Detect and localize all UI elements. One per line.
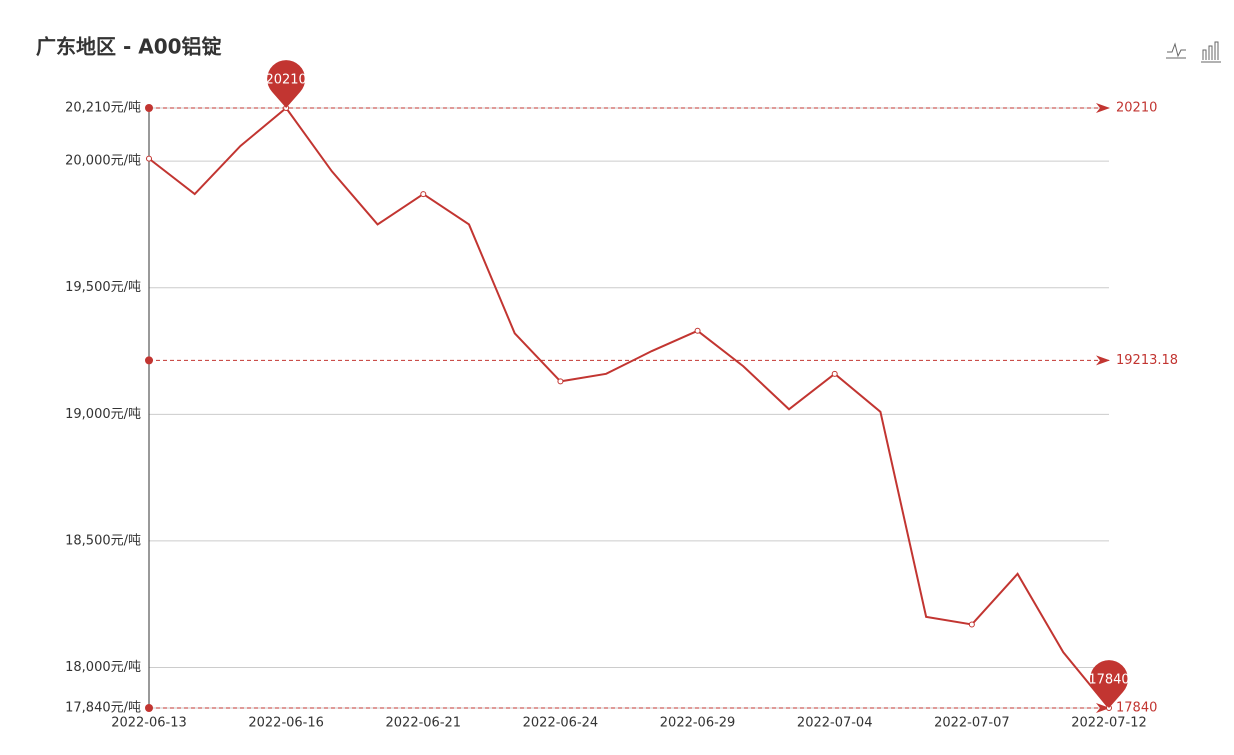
data-line: [148, 106, 1110, 709]
mark-line-start: [145, 704, 153, 712]
x-tick-label: 2022-07-04: [797, 716, 873, 731]
bar-icon[interactable]: [1201, 41, 1221, 63]
data-point: [694, 327, 701, 334]
x-tick-label: 2022-06-16: [248, 716, 324, 731]
y-tick-label: 18,000元/吨: [65, 660, 141, 675]
mark-pin-label: 20210: [265, 73, 306, 88]
mark-pin-label: 17840: [1088, 673, 1129, 688]
mark-line-start: [145, 104, 153, 112]
data-point: [420, 191, 427, 198]
data-point: [968, 621, 975, 628]
x-tick-label: 2022-06-13: [111, 716, 187, 731]
mark-line-label: 20210: [1116, 101, 1157, 116]
x-tick-label: 2022-07-07: [934, 716, 1010, 731]
x-tick-label: 2022-06-29: [660, 716, 736, 731]
mark-pin: [1090, 660, 1129, 708]
toolbox[interactable]: [1166, 41, 1221, 63]
mark-line-label: 17840: [1116, 701, 1157, 716]
data-point: [146, 155, 152, 162]
line-icon[interactable]: [1166, 42, 1186, 59]
y-tick-label: 19,000元/吨: [65, 407, 141, 422]
y-tick-label: 18,500元/吨: [65, 533, 141, 548]
chart-title: 广东地区 - A00铝锭: [36, 35, 222, 59]
y-tick-label: 20,000元/吨: [65, 154, 141, 169]
x-tick-label: 2022-06-21: [386, 716, 462, 731]
y-tick-label: 17,840元/吨: [65, 701, 141, 716]
data-point: [831, 370, 838, 377]
x-tick-label: 2022-06-24: [523, 716, 599, 731]
y-tick-label: 20,210元/吨: [65, 101, 141, 116]
mark-line-label: 19213.18: [1116, 353, 1178, 368]
y-tick-label: 19,500元/吨: [65, 280, 141, 295]
mark-line-start: [145, 356, 153, 365]
mark-pin: [267, 60, 306, 108]
x-tick-label: 2022-07-12: [1071, 716, 1147, 731]
data-point: [557, 378, 564, 385]
